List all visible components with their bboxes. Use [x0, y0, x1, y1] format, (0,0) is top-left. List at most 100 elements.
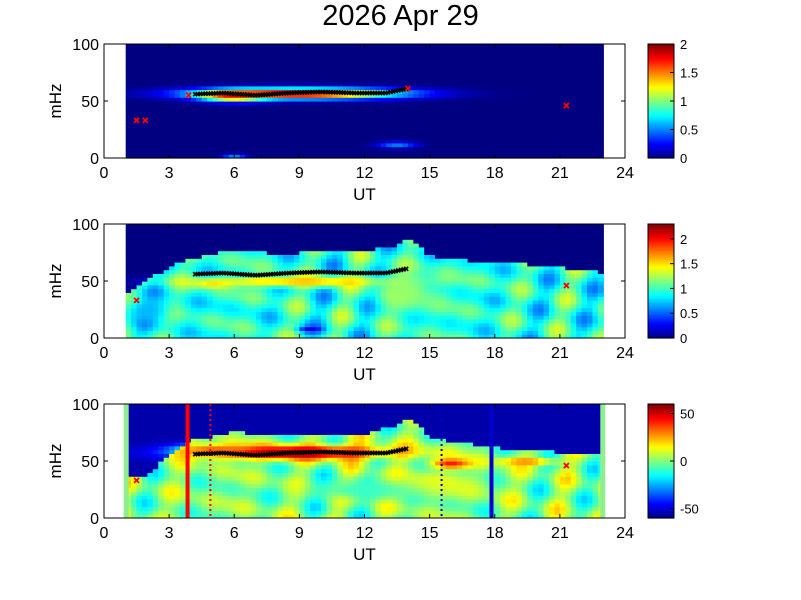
heatmap-cell [418, 101, 425, 106]
heatmap-cell [131, 243, 138, 248]
heatmap-cell [565, 93, 572, 98]
heatmap-cell [489, 146, 496, 151]
heatmap-cell [543, 82, 550, 87]
heatmap-cell [489, 254, 496, 259]
heatmap-cell [353, 85, 360, 91]
heatmap-cell [462, 66, 469, 72]
heatmap-cell [337, 108, 344, 113]
heatmap-cell [228, 231, 235, 236]
heatmap-cell [125, 55, 132, 60]
heatmap-cell [483, 63, 490, 68]
heatmap-cell [185, 224, 192, 229]
heatmap-cell [196, 330, 203, 335]
heatmap-cell [125, 265, 132, 271]
heatmap-cell [483, 254, 490, 259]
heatmap-cell [587, 108, 594, 113]
heatmap-cell [576, 108, 583, 113]
heatmap-cell [283, 150, 290, 155]
heatmap-cell [451, 277, 458, 282]
heatmap-cell [152, 89, 159, 94]
heatmap-cell [391, 154, 398, 159]
heatmap-cell [397, 55, 404, 60]
heatmap-cell [456, 322, 463, 328]
heatmap-cell [451, 47, 458, 53]
heatmap-cell [549, 93, 556, 98]
heatmap-cell [402, 142, 409, 148]
heatmap-cell [255, 78, 262, 83]
heatmap-cell [261, 250, 268, 255]
heatmap-cell [473, 296, 480, 301]
heatmap-cell [163, 78, 170, 83]
heatmap-cell [473, 231, 480, 236]
heatmap-cell [125, 235, 132, 240]
heatmap-cell [141, 231, 149, 236]
heatmap-cell [391, 131, 398, 136]
heatmap-cell [435, 112, 442, 117]
heatmap-cell [473, 326, 480, 331]
heatmap-cell [369, 150, 376, 155]
heatmap-cell [380, 82, 387, 87]
colorbar-step [648, 131, 674, 134]
heatmap-cell [407, 116, 414, 121]
heatmap-cell [185, 66, 192, 72]
heatmap-cell [207, 135, 214, 140]
heatmap-cell [489, 97, 496, 102]
heatmap-cell [456, 59, 463, 64]
heatmap-cell [152, 131, 159, 136]
heatmap-cell [342, 78, 349, 83]
x-tick-label: 3 [165, 165, 174, 182]
heatmap-cell [185, 292, 192, 297]
heatmap-cell [494, 51, 501, 56]
heatmap-cell [418, 59, 425, 64]
heatmap-cell [440, 281, 447, 286]
heatmap-cell [185, 47, 192, 53]
heatmap-cell [413, 131, 420, 136]
heatmap-cell [500, 89, 507, 94]
heatmap-cell [429, 265, 436, 271]
heatmap-cell [277, 135, 284, 140]
heatmap-cell [391, 296, 398, 301]
heatmap-cell [375, 112, 382, 117]
heatmap-cell [565, 127, 572, 132]
heatmap-cell [261, 139, 268, 144]
heatmap-cell [538, 78, 545, 83]
heatmap-cell [505, 55, 512, 60]
heatmap-cell [494, 97, 501, 102]
heatmap-cell [147, 281, 154, 286]
heatmap-cell [190, 315, 197, 320]
heatmap-cell [141, 334, 149, 339]
heatmap-cell [326, 307, 333, 312]
heatmap-cell [473, 47, 480, 53]
heatmap-cell [467, 112, 474, 117]
heatmap-cell [158, 150, 165, 155]
heatmap-cell [489, 243, 496, 248]
heatmap-cell [511, 74, 518, 79]
heatmap-cell [131, 246, 138, 252]
heatmap-cell [516, 116, 523, 121]
heatmap-cell [429, 227, 436, 233]
heatmap-cell [418, 292, 425, 297]
heatmap-cell [456, 142, 463, 148]
heatmap-cell [462, 74, 469, 79]
heatmap-cell [131, 51, 138, 56]
heatmap-cell [331, 112, 338, 117]
heatmap-cell [353, 59, 360, 64]
heatmap-cell [375, 93, 382, 98]
heatmap-cell [554, 78, 561, 83]
heatmap-cell [440, 139, 447, 144]
heatmap-cell [185, 243, 192, 248]
heatmap-cell [342, 51, 349, 56]
heatmap-cell [174, 311, 181, 316]
heatmap-cell [169, 150, 176, 155]
heatmap-cell [418, 70, 425, 75]
heatmap-cell [364, 292, 371, 297]
heatmap-cell [473, 123, 480, 129]
heatmap-cell [169, 307, 176, 312]
heatmap-cell [364, 265, 371, 271]
heatmap-cell [136, 135, 143, 140]
heatmap-cell [201, 127, 208, 132]
heatmap-cell [413, 227, 420, 233]
heatmap-cell [245, 246, 252, 252]
heatmap-cell [597, 104, 604, 110]
heatmap-cell [136, 142, 143, 148]
